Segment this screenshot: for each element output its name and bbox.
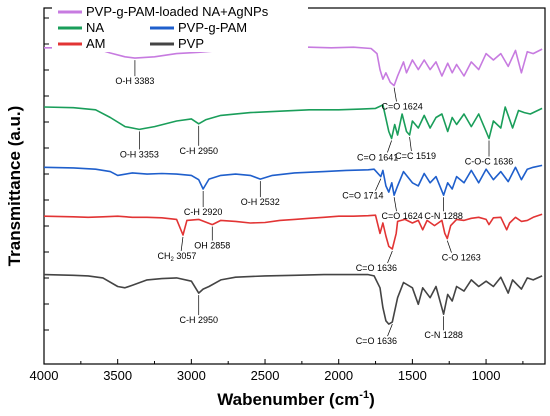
annotation-label: C=O 1624 <box>381 211 422 221</box>
annotation-arrow <box>387 323 393 337</box>
annotation-label: C=O 1636 <box>356 263 397 273</box>
series-line-am <box>43 213 543 250</box>
legend-label: PVP-g-PAM-loaded NA+AgNPs <box>86 4 269 19</box>
annotation-arrow <box>180 236 184 252</box>
x-tick-label: 3000 <box>177 368 206 383</box>
annotation-layer: O-H 3383 C=O 1624 O-H 3353 C-H 2950 C=O 1641… <box>115 60 513 346</box>
annotation-label: C=C 1519 <box>395 151 436 161</box>
annotation-label: C-H 2950 <box>179 146 218 156</box>
x-tick-label: 1500 <box>398 368 427 383</box>
annotation-label: C=O 1641 <box>357 153 398 163</box>
x-axis-title-end: ) <box>369 390 375 409</box>
x-axis-title-main: Wabenumber (cm <box>217 390 359 409</box>
legend-label: NA <box>86 20 104 35</box>
annotation-label: C-N 1288 <box>424 211 463 221</box>
series-line-pvp-g-pam-loaded-na-agnps <box>44 46 543 87</box>
annotation-arrow <box>393 87 397 102</box>
plot-frame <box>43 7 546 365</box>
y-axis-ticks <box>44 17 49 331</box>
series-line-pvp <box>43 273 543 325</box>
x-axis-title-sup: -1 <box>359 389 369 401</box>
annotation-main: CH <box>158 251 171 261</box>
legend-label: AM <box>86 36 106 51</box>
x-tick-label: 4000 <box>30 368 59 383</box>
annotation-end: 3057 <box>174 251 197 261</box>
annotation-label: C-N 1288 <box>424 330 463 340</box>
annotation-label: C-H 2920 <box>184 207 223 217</box>
annotation-label: C=O 1624 <box>381 102 422 112</box>
annotation-label: O-H 3353 <box>120 149 159 159</box>
annotation-label: C=O 1714 <box>342 191 383 201</box>
legend-box <box>52 2 308 52</box>
x-tick-label: 2000 <box>324 368 353 383</box>
annotation-label: C-O 1263 <box>442 253 481 263</box>
annotation-label: C=O 1636 <box>356 336 397 346</box>
annotation-arrow <box>375 178 382 191</box>
annotation-arrow <box>409 136 412 152</box>
annotation-arrow <box>393 197 397 212</box>
legend-label: PVP-g-PAM <box>178 20 247 35</box>
annotation-arrow <box>387 250 393 264</box>
annotation-label: O-H 3383 <box>115 76 154 86</box>
annotation-label: C-H 2950 <box>179 315 218 325</box>
x-tick-label: 3500 <box>103 368 132 383</box>
series-line-pvp-g-pam <box>43 164 543 196</box>
series-line-na <box>43 104 543 140</box>
annotation-label: C-O-C 1636 <box>465 157 514 167</box>
x-tick-label: 1000 <box>472 368 501 383</box>
series-layer <box>43 46 543 325</box>
annotation-arrow <box>446 240 452 253</box>
annotation-label: OH 2858 <box>194 241 230 251</box>
annotation-sub: 2 <box>171 257 175 263</box>
annotation-label: CH2 3057 <box>158 251 197 263</box>
x-tick-label: 2500 <box>251 368 280 383</box>
legend-label: PVP <box>178 36 204 51</box>
annotation-arrow <box>387 140 392 153</box>
annotation-label: O-H 2532 <box>241 197 280 207</box>
x-axis-ticks: 4000 3500 3000 2500 2000 1500 1000 <box>30 359 524 383</box>
x-axis-title: Wabenumber (cm-1) <box>217 389 374 409</box>
y-axis-title: Transmittance (a.u.) <box>5 106 24 267</box>
